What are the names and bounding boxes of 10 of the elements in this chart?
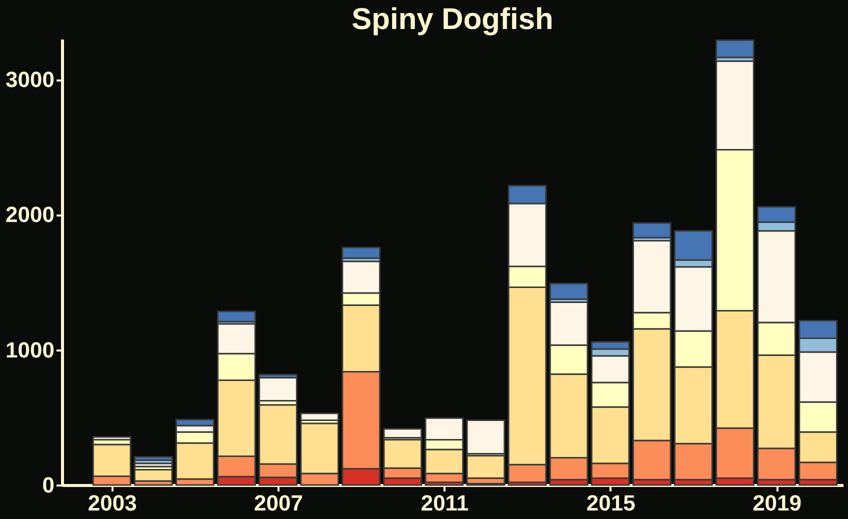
x-tick-label: 2003 [88,490,137,516]
y-tick-label: 0 [42,472,54,498]
x-tick-label: 2007 [254,490,303,516]
y-tick-label: 3000 [6,67,54,92]
x-tick-label: 2015 [586,490,636,516]
y-tick-label: 2000 [6,202,54,228]
chart-title: Spiny Dogfish [352,3,554,36]
x-tick-label: 2019 [752,490,802,516]
y-tick-label: 1000 [6,337,54,362]
x-tick-label: 2011 [420,490,469,516]
